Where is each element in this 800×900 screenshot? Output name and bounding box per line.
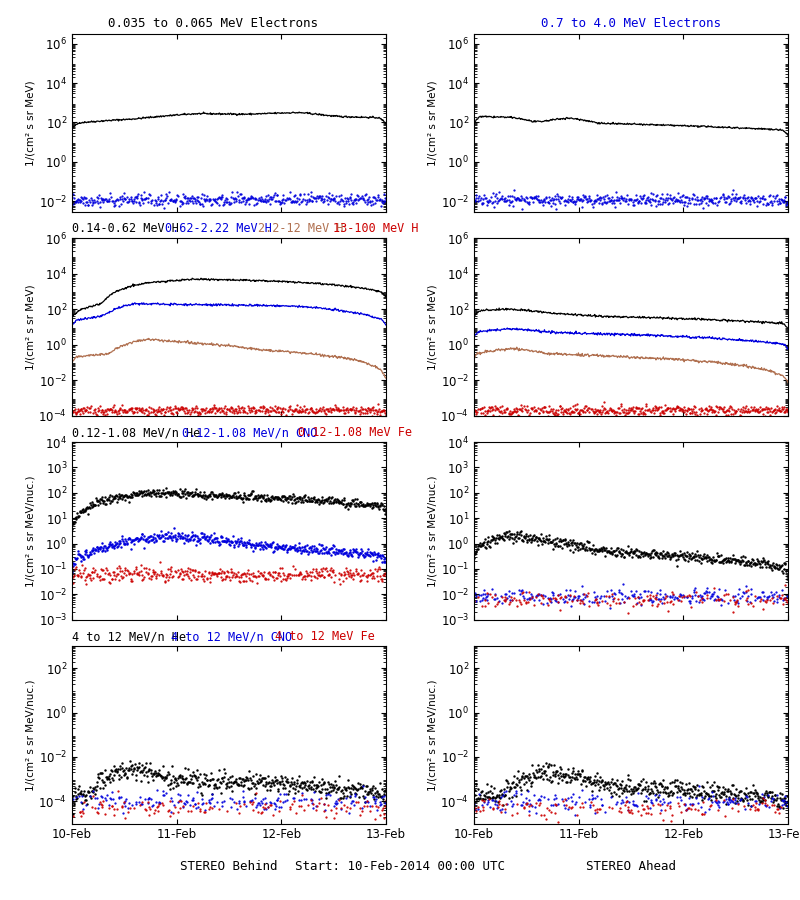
Text: 0.035 to 0.065 MeV Electrons: 0.035 to 0.065 MeV Electrons <box>108 17 318 30</box>
Text: 13-100 MeV H: 13-100 MeV H <box>333 222 418 236</box>
Y-axis label: 1/(cm² s sr MeV): 1/(cm² s sr MeV) <box>26 284 36 370</box>
Y-axis label: 1/(cm² s sr MeV): 1/(cm² s sr MeV) <box>428 80 438 166</box>
Y-axis label: 1/(cm² s sr MeV/nuc.): 1/(cm² s sr MeV/nuc.) <box>428 475 438 587</box>
Text: Start: 10-Feb-2014 00:00 UTC: Start: 10-Feb-2014 00:00 UTC <box>295 860 505 873</box>
Y-axis label: 1/(cm² s sr MeV): 1/(cm² s sr MeV) <box>427 284 438 370</box>
Text: STEREO Behind: STEREO Behind <box>180 860 278 873</box>
Text: 4 to 12 MeV Fe: 4 to 12 MeV Fe <box>275 630 374 644</box>
Text: 0.12-1.08 MeV/n CNO: 0.12-1.08 MeV/n CNO <box>182 427 318 439</box>
Text: 0.12-1.08 MeV Fe: 0.12-1.08 MeV Fe <box>298 427 412 439</box>
Text: 0.7 to 4.0 MeV Electrons: 0.7 to 4.0 MeV Electrons <box>541 17 721 30</box>
Y-axis label: 1/(cm² s sr MeV): 1/(cm² s sr MeV) <box>26 80 36 166</box>
Text: 4 to 12 MeV/n CNO: 4 to 12 MeV/n CNO <box>170 630 292 644</box>
Text: STEREO Ahead: STEREO Ahead <box>586 860 676 873</box>
Text: 0.14-0.62 MeV H: 0.14-0.62 MeV H <box>72 222 179 236</box>
Text: 4 to 12 MeV/n He: 4 to 12 MeV/n He <box>72 630 186 644</box>
Y-axis label: 1/(cm² s sr MeV/nuc.): 1/(cm² s sr MeV/nuc.) <box>427 680 438 790</box>
Text: 0.62-2.22 MeV H: 0.62-2.22 MeV H <box>165 222 272 236</box>
Text: 2.2-12 MeV H: 2.2-12 MeV H <box>258 222 343 236</box>
Y-axis label: 1/(cm² s sr MeV/nuc.): 1/(cm² s sr MeV/nuc.) <box>26 680 36 790</box>
Text: 0.12-1.08 MeV/n He: 0.12-1.08 MeV/n He <box>72 427 200 439</box>
Y-axis label: 1/(cm² s sr MeV/nuc.): 1/(cm² s sr MeV/nuc.) <box>26 475 36 587</box>
